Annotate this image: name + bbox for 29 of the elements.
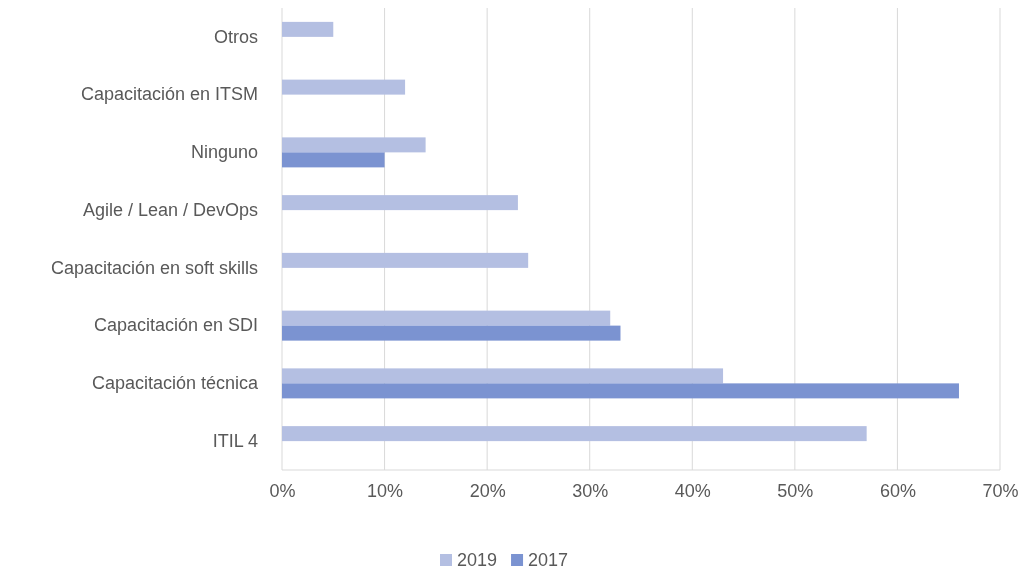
x-tick-label: 20% [469, 480, 506, 501]
legend-label: 2019 [457, 550, 498, 570]
bar [282, 310, 611, 326]
x-tick-label: 40% [674, 480, 711, 501]
bar [282, 21, 334, 37]
bar [282, 383, 959, 399]
legend-label: 2017 [528, 550, 569, 570]
x-tick-label: 10% [367, 480, 404, 501]
bar [282, 325, 621, 341]
y-tick-label: Capacitación técnica [91, 373, 259, 394]
bar [282, 426, 867, 442]
x-tick-label: 0% [269, 480, 296, 501]
bar [282, 79, 406, 95]
bar [282, 137, 426, 153]
y-tick-label: Ninguno [190, 142, 258, 163]
y-tick-label: Capacitación en SDI [93, 315, 258, 336]
y-tick-label: Capacitación en soft skills [50, 257, 258, 278]
x-tick-label: 70% [982, 480, 1019, 501]
bar [282, 368, 724, 384]
bar [282, 195, 518, 211]
y-tick-label: Capacitación en ITSM [80, 84, 258, 105]
y-tick-label: Otros [213, 26, 258, 47]
y-tick-label: Agile / Lean / DevOps [82, 199, 258, 220]
x-tick-label: 30% [572, 480, 609, 501]
y-tick-label: ITIL 4 [212, 430, 258, 451]
bar [282, 252, 529, 268]
bar [282, 152, 385, 168]
x-tick-label: 60% [879, 480, 916, 501]
x-tick-label: 50% [777, 480, 814, 501]
